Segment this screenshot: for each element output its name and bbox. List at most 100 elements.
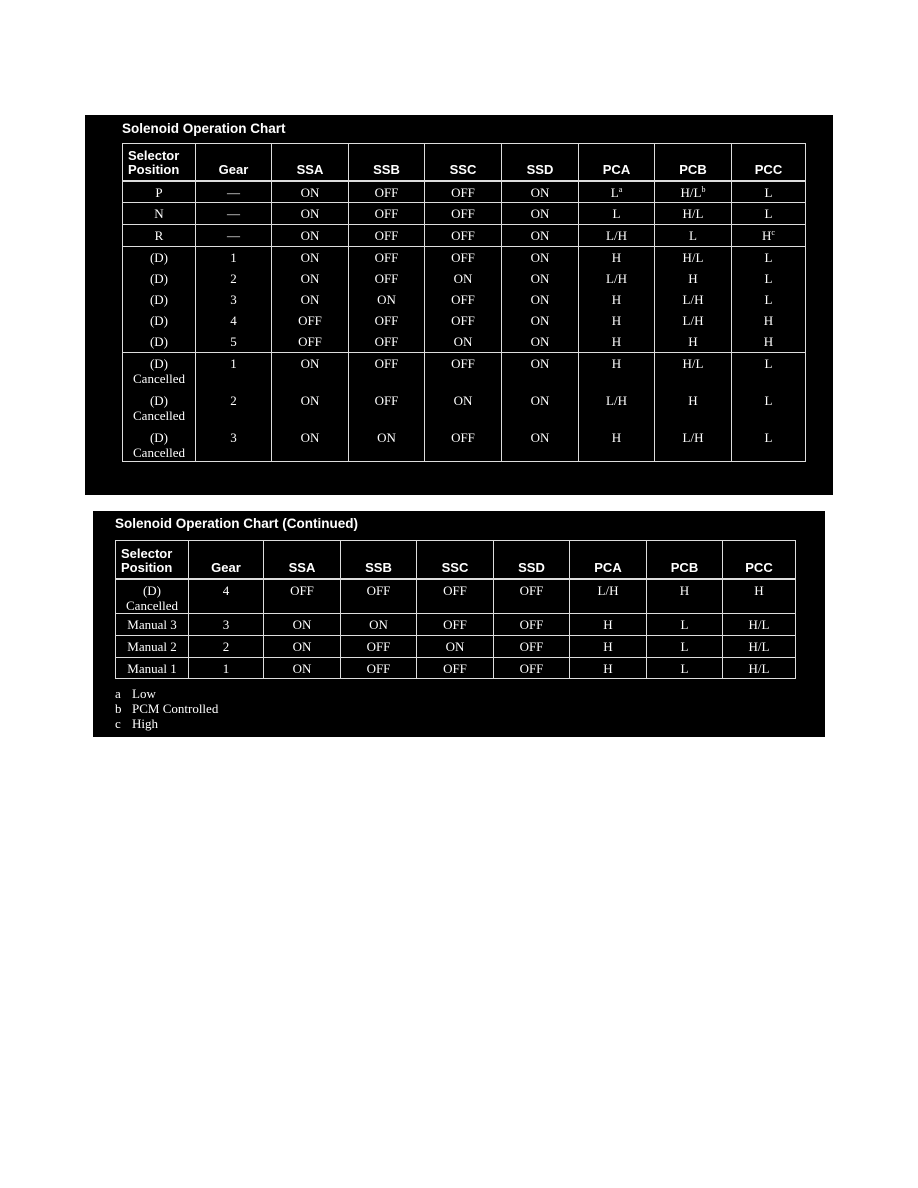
- table-cell: OFF: [493, 656, 570, 679]
- table-cell: OFF: [424, 180, 502, 203]
- table-cell: OFF: [263, 578, 341, 613]
- table-cell: Manual 1: [115, 656, 189, 679]
- table-row: (D) Cancelled 3 ON ON OFF ON H L/H L: [122, 426, 806, 462]
- table-row: (D) Cancelled 2 ON OFF ON ON L/H H L: [122, 389, 806, 427]
- table-cell: (D): [122, 330, 196, 353]
- table-cell: (D): [122, 288, 196, 310]
- table-cell: —: [195, 180, 272, 203]
- table-cell: H/L: [654, 352, 732, 390]
- table-cell: L/H: [578, 389, 655, 427]
- chart-title: Solenoid Operation Chart (Continued): [115, 516, 358, 531]
- table-cell: L: [731, 246, 806, 268]
- solenoid-chart-continued-image: Solenoid Operation Chart (Continued) Sel…: [93, 511, 825, 737]
- table-cell: ON: [263, 634, 341, 657]
- footnote-ref: c: [771, 228, 775, 237]
- table-cell: ON: [501, 309, 579, 331]
- table-cell: H: [578, 288, 655, 310]
- table-cell: Manual 2: [115, 634, 189, 657]
- table-cell: OFF: [348, 180, 425, 203]
- table-row: (D) 5 OFF OFF ON ON H H H: [122, 330, 806, 353]
- column-header: PCB: [646, 540, 723, 580]
- table-cell: L/H: [578, 224, 655, 247]
- table-cell: OFF: [424, 246, 502, 268]
- table-row: Manual 3 3 ON ON OFF OFF H L H/L: [115, 612, 796, 635]
- table-cell: (D): [122, 309, 196, 331]
- table-cell: ON: [424, 267, 502, 289]
- table-cell: ON: [501, 180, 579, 203]
- table-cell: ON: [271, 426, 349, 462]
- table-cell: OFF: [340, 578, 417, 613]
- table-cell: H: [654, 267, 732, 289]
- table-row: (D) Cancelled 4 OFF OFF OFF OFF L/H H H: [115, 578, 796, 613]
- table-cell: 2: [195, 267, 272, 289]
- table-cell: ON: [340, 612, 417, 635]
- table-cell: L/H: [654, 426, 732, 462]
- table-cell: ON: [501, 224, 579, 247]
- table-cell: L: [654, 224, 732, 247]
- header-row: Selector Position Gear SSA SSB SSC SSD PCA PCB P…: [122, 143, 806, 182]
- table-cell: (D) Cancelled: [122, 389, 196, 427]
- column-header: Gear: [195, 143, 272, 182]
- table-row: N — ON OFF OFF ON L H/L L: [122, 202, 806, 225]
- table-cell: H/L: [722, 612, 796, 635]
- table-cell: P: [122, 180, 196, 203]
- table-cell: R: [122, 224, 196, 247]
- table-cell: OFF: [424, 224, 502, 247]
- table-cell: ON: [271, 180, 349, 203]
- table-cell: ON: [263, 656, 341, 679]
- footnote: b PCM Controlled: [115, 701, 218, 716]
- solenoid-table: Selector Position Gear SSA SSB SSC SSD PCA PCB P…: [122, 143, 806, 462]
- table-cell: ON: [271, 352, 349, 390]
- table-cell: OFF: [348, 309, 425, 331]
- footnote-text: Low: [132, 686, 156, 701]
- table-cell: OFF: [424, 288, 502, 310]
- table-cell: ON: [348, 426, 425, 462]
- table-cell: L/H: [569, 578, 647, 613]
- table-cell: OFF: [424, 309, 502, 331]
- footnotes: a Low b PCM Controlled c High: [115, 686, 218, 731]
- table-row: Manual 2 2 ON OFF ON OFF H L H/L: [115, 634, 796, 657]
- table-cell: L: [646, 634, 723, 657]
- table-cell: 1: [195, 246, 272, 268]
- table-cell: OFF: [271, 309, 349, 331]
- table-cell: ON: [271, 202, 349, 225]
- table-cell: 1: [195, 352, 272, 390]
- table-cell: ON: [501, 267, 579, 289]
- footnote-ref: a: [618, 184, 623, 194]
- table-cell: L: [731, 202, 806, 225]
- column-header: Gear: [188, 540, 264, 580]
- column-header: Selector Position: [122, 143, 196, 182]
- footnote: a Low: [115, 686, 218, 701]
- table-row: (D) 1 ON OFF OFF ON H H/L L: [122, 246, 806, 268]
- table-cell: ON: [263, 612, 341, 635]
- table-cell: OFF: [348, 246, 425, 268]
- table-cell: 5: [195, 330, 272, 353]
- table-cell: H: [646, 578, 723, 613]
- cell-value: H/L: [680, 184, 702, 200]
- footnote-text: PCM Controlled: [132, 701, 219, 716]
- column-header: PCB: [654, 143, 732, 182]
- table-cell: H: [569, 634, 647, 657]
- table-cell: L/H: [654, 309, 732, 331]
- table-cell: H: [578, 246, 655, 268]
- footnote-ref: b: [701, 184, 706, 194]
- table-cell: OFF: [424, 426, 502, 462]
- table-cell: OFF: [493, 634, 570, 657]
- table-cell: H: [654, 330, 732, 353]
- table-cell: OFF: [348, 267, 425, 289]
- table-cell: 4: [195, 309, 272, 331]
- table-cell: L: [731, 267, 806, 289]
- table-cell: ON: [271, 224, 349, 247]
- table-cell: OFF: [424, 352, 502, 390]
- table-cell: H: [578, 309, 655, 331]
- table-cell: ON: [416, 634, 494, 657]
- table-cell: L: [646, 656, 723, 679]
- table-cell: L: [646, 612, 723, 635]
- table-cell: ON: [501, 202, 579, 225]
- table-cell: H/Lb: [654, 180, 732, 203]
- table-cell: OFF: [493, 578, 570, 613]
- footnote: c High: [115, 716, 218, 731]
- table-cell: ON: [501, 389, 579, 427]
- column-header: SSD: [501, 143, 579, 182]
- column-header: SSC: [416, 540, 494, 580]
